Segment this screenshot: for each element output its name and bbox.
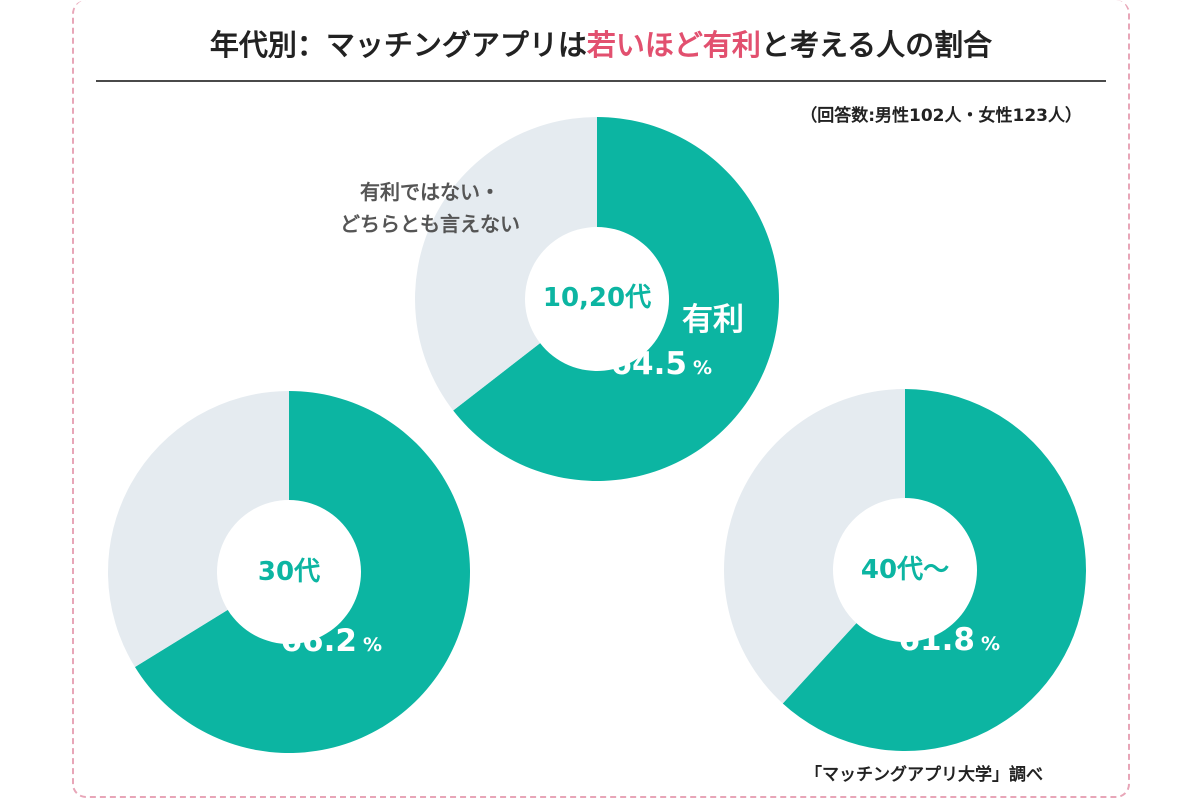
favorable-slice-2 [134, 391, 470, 754]
other-label-line1: 有利ではない・ [360, 180, 500, 204]
favorable-category-label: 有利 [682, 302, 744, 338]
percentage-unit: % [693, 357, 712, 379]
other-slice-2 [108, 391, 290, 668]
percentage-label-3: 61.8% [898, 622, 1000, 658]
donut-chart-2: 30代 66.2% [108, 391, 470, 754]
chart-title: 年代別：マッチングアプリは若いほど有利と考える人の割合 [96, 22, 1106, 64]
age-group-label-1: 10,20代 [543, 283, 651, 313]
other-slice-3 [724, 389, 905, 704]
age-group-label-2: 30代 [258, 557, 320, 587]
title-highlight: 若いほど有利 [586, 28, 761, 62]
title-divider [96, 80, 1106, 82]
source-credit: 「マッチングアプリ大学」調べ [805, 765, 1043, 785]
percentage-value: 64.5 [610, 346, 687, 382]
donut-chart-1: 10,20代 64.5% [415, 116, 779, 481]
donut-chart-3: 40代〜 61.8% [724, 389, 1086, 751]
favorable-slice-3 [782, 389, 1086, 751]
title-suffix: と考える人の割合 [760, 28, 993, 62]
other-slice-1 [415, 116, 597, 411]
card-frame [72, 0, 1130, 798]
percentage-value: 61.8 [898, 622, 975, 658]
percentage-label-1: 64.5% [610, 346, 712, 382]
favorable-slice-1 [453, 117, 779, 481]
percentage-unit: % [981, 633, 1000, 655]
title-prefix: 年代別：マッチングアプリは [209, 28, 587, 62]
percentage-unit: % [363, 634, 382, 656]
percentage-value: 66.2 [280, 623, 357, 659]
other-category-label: 有利ではない・ どちらとも言えない [330, 176, 530, 240]
other-label-line2: どちらとも言えない [340, 212, 520, 236]
percentage-label-2: 66.2% [280, 623, 382, 659]
respondent-count-note: （回答数:男性102人・女性123人） [800, 106, 1082, 126]
age-group-label-3: 40代〜 [861, 555, 949, 585]
